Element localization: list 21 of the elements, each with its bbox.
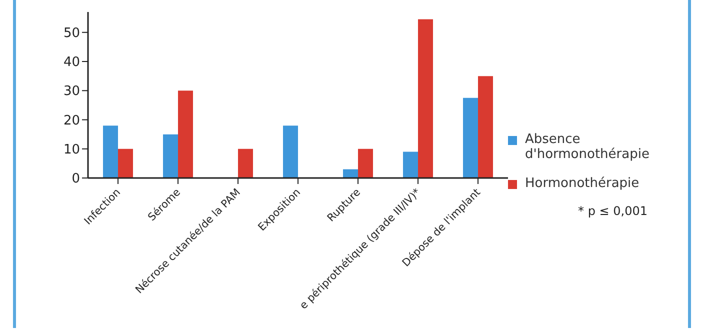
- y-tick-label: 40: [63, 55, 80, 70]
- bar: [463, 98, 478, 178]
- bar: [403, 152, 418, 178]
- bar: [103, 126, 118, 178]
- y-tick-label: 10: [63, 142, 80, 158]
- y-tick-label: 30: [63, 84, 80, 100]
- y-tick-label: 20: [63, 113, 80, 128]
- bar: [358, 148, 373, 178]
- legend-label: Hormonothérapie: [525, 176, 640, 190]
- y-tick-label: 50: [63, 26, 80, 41]
- text: * p ≤ 0,001: [578, 204, 648, 218]
- bar: [118, 148, 133, 178]
- bar: [163, 134, 178, 178]
- y-tick-label: 0: [72, 172, 80, 187]
- bar: [178, 90, 193, 178]
- bar: [238, 148, 253, 178]
- bar: [418, 19, 433, 178]
- bar: [478, 76, 493, 178]
- bar: [283, 126, 298, 178]
- bar: [343, 169, 358, 178]
- legend-label: Absence d'hormonothérapie: [525, 132, 650, 162]
